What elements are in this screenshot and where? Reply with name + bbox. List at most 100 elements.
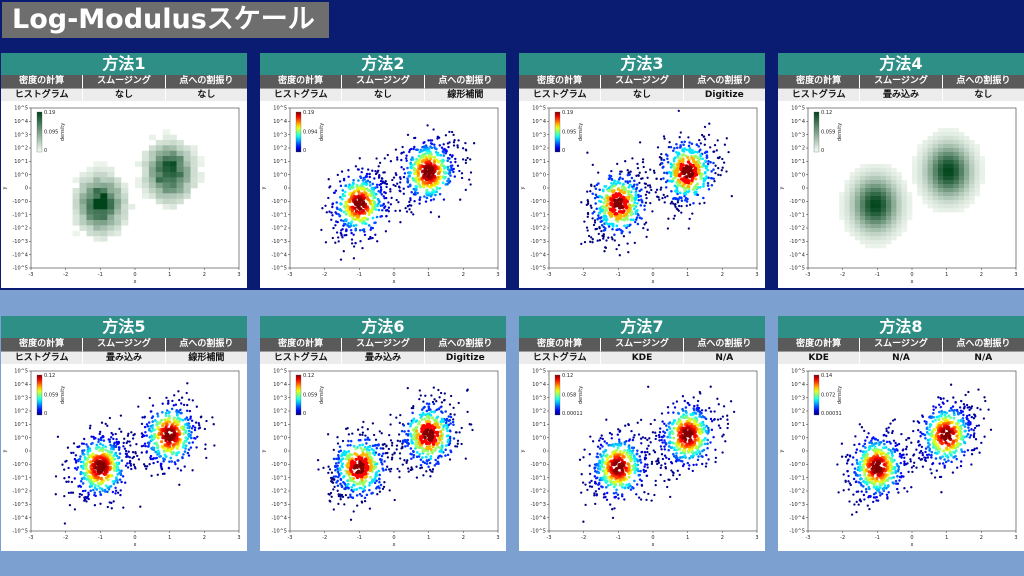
scatter-point (602, 233, 605, 236)
scatter-point (726, 418, 729, 421)
scatter-point (433, 398, 436, 401)
heatmap-cell (162, 188, 170, 194)
heatmap-cell (162, 145, 170, 151)
scatter-point (397, 201, 400, 204)
scatter-point (672, 411, 675, 414)
x-tick-label: -1 (875, 272, 880, 278)
scatter-point (634, 187, 638, 191)
heatmap-cell (948, 208, 954, 213)
x-tick-label: -2 (63, 272, 68, 278)
heatmap-cell (169, 188, 177, 194)
x-tick-label: -3 (29, 535, 34, 541)
scatter-point (692, 463, 695, 467)
scatter-point (332, 508, 335, 511)
scatter-point (461, 147, 465, 150)
scatter-point (707, 458, 710, 461)
scatter-point (199, 416, 203, 419)
scatter-point (664, 442, 668, 445)
scatter-point (178, 440, 182, 444)
scatter-point (341, 462, 344, 466)
scatter-point (454, 431, 458, 434)
scatter-point (363, 469, 367, 474)
scatter-point (424, 167, 428, 171)
scatter-point (333, 485, 336, 489)
y-tick-label: -10^3 (530, 239, 546, 245)
scatter-point (115, 442, 119, 446)
scatter-point (657, 457, 660, 460)
y-tick-label: 10^0 (273, 435, 287, 441)
scatter-point (337, 240, 340, 243)
heatmap-cell (932, 132, 939, 137)
method-value-row: ヒストグラム なし なし (1, 88, 247, 101)
scatter-point (374, 172, 378, 176)
y-tick-label: -10^1 (271, 212, 287, 218)
scatter-point (97, 438, 100, 441)
heatmap-cell (190, 182, 198, 189)
scatter-point (197, 422, 200, 425)
scatter-point (115, 466, 119, 470)
scatter-point (156, 436, 160, 440)
scatter-point (428, 468, 432, 471)
scatter-point (331, 236, 334, 240)
heatmap-cell (93, 225, 101, 231)
scatter-point (457, 139, 460, 142)
scatter-point (120, 459, 124, 462)
scatter-point (629, 170, 632, 173)
scatter-point (641, 158, 645, 161)
heatmap-cell (79, 193, 87, 199)
scatter-point (352, 483, 356, 487)
heatmap-cell (865, 192, 871, 197)
scatter-point (97, 440, 100, 444)
scatter-point (610, 236, 613, 239)
scatter-point (96, 475, 100, 479)
scatter-point (662, 434, 666, 438)
scatter-point (420, 149, 424, 153)
heatmap-cell (100, 214, 108, 221)
heatmap-cell (953, 180, 960, 185)
heatmap-cell (183, 161, 191, 167)
y-tick-label: -10^2 (530, 226, 546, 232)
scatter-point (350, 208, 355, 212)
x-tick-label: -1 (98, 535, 103, 541)
scatter-point (415, 157, 418, 161)
scatter-point (427, 154, 431, 158)
scatter-point (703, 143, 706, 146)
scatter-point (649, 201, 652, 205)
scatter-point (336, 489, 339, 492)
scatter-point (108, 416, 112, 420)
scatter-point (660, 438, 663, 442)
scatter-point (380, 460, 383, 464)
scatter-point (438, 450, 442, 453)
scatter-point (373, 444, 377, 447)
scatter-point (135, 443, 138, 446)
scatter-point (123, 447, 127, 450)
scatter-point (373, 177, 376, 180)
scatter-point (708, 406, 711, 410)
heatmap-cell (162, 129, 170, 135)
heatmap-cell (943, 156, 949, 161)
scatter-point (435, 462, 438, 465)
heatmap-cell (849, 200, 856, 205)
heatmap-cell (114, 204, 122, 210)
scatter-point (438, 186, 442, 190)
scatter-point (73, 477, 77, 480)
scatter-point (438, 396, 441, 399)
heatmap-cell (162, 204, 170, 210)
scatter-point (599, 437, 602, 440)
heatmap-cell (860, 188, 866, 193)
colorbar-tick-label: 0 (303, 411, 306, 417)
scatter-point (350, 231, 353, 235)
header-label-row: 密度の計算 スムージング 点への割振り (519, 338, 765, 351)
y-tick-label: 10^0 (791, 172, 805, 178)
scatter-point (106, 505, 109, 509)
scatter-point (654, 431, 657, 434)
scatter-point (106, 486, 110, 490)
scatter-point (426, 151, 430, 155)
scatter-point (416, 148, 419, 151)
scatter-point (399, 413, 402, 417)
scatter-point (452, 167, 455, 171)
scatter-point (647, 492, 650, 496)
heatmap-cell (870, 220, 876, 225)
y-axis-label: y (520, 186, 526, 189)
scatter-point (446, 156, 450, 160)
